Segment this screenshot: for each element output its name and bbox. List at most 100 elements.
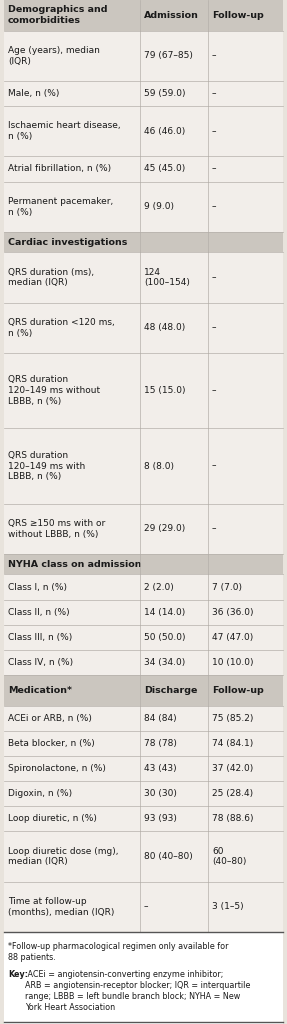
Text: Atrial fibrillation, n (%): Atrial fibrillation, n (%) xyxy=(8,165,111,173)
Bar xyxy=(4,882,283,932)
Text: 78 (78): 78 (78) xyxy=(144,739,177,748)
Text: Age (years), median
(IQR): Age (years), median (IQR) xyxy=(8,46,100,66)
Text: Spironolactone, n (%): Spironolactone, n (%) xyxy=(8,764,106,773)
Text: 30 (30): 30 (30) xyxy=(144,790,177,799)
Bar xyxy=(4,231,283,252)
Text: 34 (34.0): 34 (34.0) xyxy=(144,658,185,667)
Text: ACEi or ARB, n (%): ACEi or ARB, n (%) xyxy=(8,714,92,723)
Text: Class II, n (%): Class II, n (%) xyxy=(8,607,70,616)
Text: Time at follow-up
(months), median (IQR): Time at follow-up (months), median (IQR) xyxy=(8,897,115,916)
Text: –: – xyxy=(212,524,216,534)
Bar xyxy=(4,554,283,574)
Text: QRS duration
120–149 ms with
LBBB, n (%): QRS duration 120–149 ms with LBBB, n (%) xyxy=(8,451,85,481)
Text: 7 (7.0): 7 (7.0) xyxy=(212,583,242,592)
Bar xyxy=(4,252,283,303)
Text: Male, n (%): Male, n (%) xyxy=(8,89,59,98)
Text: Loop diuretic, n (%): Loop diuretic, n (%) xyxy=(8,814,97,823)
Text: –: – xyxy=(212,273,216,282)
Text: *Follow-up pharmacological regimen only available for
88 patients.: *Follow-up pharmacological regimen only … xyxy=(8,942,228,963)
Text: Permanent pacemaker,
n (%): Permanent pacemaker, n (%) xyxy=(8,197,113,216)
Text: ACEi = angiotensin-converting enzyme inhibitor;
ARB = angiotensin-receptor block: ACEi = angiotensin-converting enzyme inh… xyxy=(25,970,250,1013)
Text: Cardiac investigations: Cardiac investigations xyxy=(8,238,127,247)
Text: Medication*: Medication* xyxy=(8,686,72,695)
Bar xyxy=(4,0,283,31)
Bar xyxy=(4,574,283,600)
Text: 84 (84): 84 (84) xyxy=(144,714,177,723)
Bar xyxy=(4,706,283,731)
Text: 60
(40–80): 60 (40–80) xyxy=(212,847,246,866)
Text: 37 (42.0): 37 (42.0) xyxy=(212,764,253,773)
Text: 25 (28.4): 25 (28.4) xyxy=(212,790,253,799)
Text: NYHA class on admission: NYHA class on admission xyxy=(8,560,141,568)
Text: 124
(100–154): 124 (100–154) xyxy=(144,267,190,288)
Bar xyxy=(4,756,283,781)
Text: Loop diuretic dose (mg),
median (IQR): Loop diuretic dose (mg), median (IQR) xyxy=(8,847,119,866)
Text: Class I, n (%): Class I, n (%) xyxy=(8,583,67,592)
Text: –: – xyxy=(212,462,216,470)
Bar xyxy=(4,106,283,157)
Text: 50 (50.0): 50 (50.0) xyxy=(144,633,185,642)
Text: –: – xyxy=(212,165,216,173)
Text: 10 (10.0): 10 (10.0) xyxy=(212,658,253,667)
Text: –: – xyxy=(212,386,216,395)
Text: 48 (48.0): 48 (48.0) xyxy=(144,324,185,332)
Text: Discharge: Discharge xyxy=(144,686,197,695)
Text: Key:: Key: xyxy=(8,970,28,979)
Text: 9 (9.0): 9 (9.0) xyxy=(144,202,174,211)
Text: 93 (93): 93 (93) xyxy=(144,814,177,823)
Text: Follow-up: Follow-up xyxy=(212,686,264,695)
Text: 43 (43): 43 (43) xyxy=(144,764,177,773)
Text: 3 (1–5): 3 (1–5) xyxy=(212,902,244,911)
Text: Follow-up: Follow-up xyxy=(212,11,264,19)
Text: QRS duration <120 ms,
n (%): QRS duration <120 ms, n (%) xyxy=(8,317,115,338)
Text: 2 (2.0): 2 (2.0) xyxy=(144,583,174,592)
Text: –: – xyxy=(212,202,216,211)
Text: –: – xyxy=(212,324,216,332)
Bar xyxy=(4,353,283,428)
Text: –: – xyxy=(212,51,216,60)
Bar xyxy=(4,81,283,106)
Text: 14 (14.0): 14 (14.0) xyxy=(144,607,185,616)
Bar xyxy=(4,181,283,231)
Text: –: – xyxy=(144,902,148,911)
Text: 78 (88.6): 78 (88.6) xyxy=(212,814,253,823)
Text: 46 (46.0): 46 (46.0) xyxy=(144,127,185,136)
Text: Beta blocker, n (%): Beta blocker, n (%) xyxy=(8,739,95,748)
Bar xyxy=(4,504,283,554)
Bar xyxy=(4,428,283,504)
Text: 15 (15.0): 15 (15.0) xyxy=(144,386,185,395)
Text: 36 (36.0): 36 (36.0) xyxy=(212,607,253,616)
Text: Digoxin, n (%): Digoxin, n (%) xyxy=(8,790,72,799)
Text: 75 (85.2): 75 (85.2) xyxy=(212,714,253,723)
Bar xyxy=(4,831,283,882)
Bar xyxy=(4,157,283,181)
Bar xyxy=(4,781,283,806)
Text: 47 (47.0): 47 (47.0) xyxy=(212,633,253,642)
Text: 29 (29.0): 29 (29.0) xyxy=(144,524,185,534)
Text: Ischaemic heart disease,
n (%): Ischaemic heart disease, n (%) xyxy=(8,122,121,141)
Text: QRS duration (ms),
median (IQR): QRS duration (ms), median (IQR) xyxy=(8,267,94,288)
Bar xyxy=(4,625,283,650)
Bar xyxy=(4,650,283,675)
Text: 74 (84.1): 74 (84.1) xyxy=(212,739,253,748)
Bar xyxy=(4,806,283,831)
Text: Admission: Admission xyxy=(144,11,199,19)
Text: 80 (40–80): 80 (40–80) xyxy=(144,852,193,861)
Text: 45 (45.0): 45 (45.0) xyxy=(144,165,185,173)
Text: 8 (8.0): 8 (8.0) xyxy=(144,462,174,470)
Bar xyxy=(4,932,283,1024)
Bar xyxy=(4,675,283,706)
Text: Demographics and
comorbidities: Demographics and comorbidities xyxy=(8,5,108,26)
Bar xyxy=(4,731,283,756)
Text: QRS duration
120–149 ms without
LBBB, n (%): QRS duration 120–149 ms without LBBB, n … xyxy=(8,376,100,406)
Bar xyxy=(4,31,283,81)
Bar xyxy=(4,303,283,353)
Text: Class III, n (%): Class III, n (%) xyxy=(8,633,72,642)
Text: 59 (59.0): 59 (59.0) xyxy=(144,89,185,98)
Text: –: – xyxy=(212,89,216,98)
Text: QRS ≥150 ms with or
without LBBB, n (%): QRS ≥150 ms with or without LBBB, n (%) xyxy=(8,519,105,539)
Bar xyxy=(4,600,283,625)
Text: 79 (67–85): 79 (67–85) xyxy=(144,51,193,60)
Text: –: – xyxy=(212,127,216,136)
Text: Class IV, n (%): Class IV, n (%) xyxy=(8,658,73,667)
